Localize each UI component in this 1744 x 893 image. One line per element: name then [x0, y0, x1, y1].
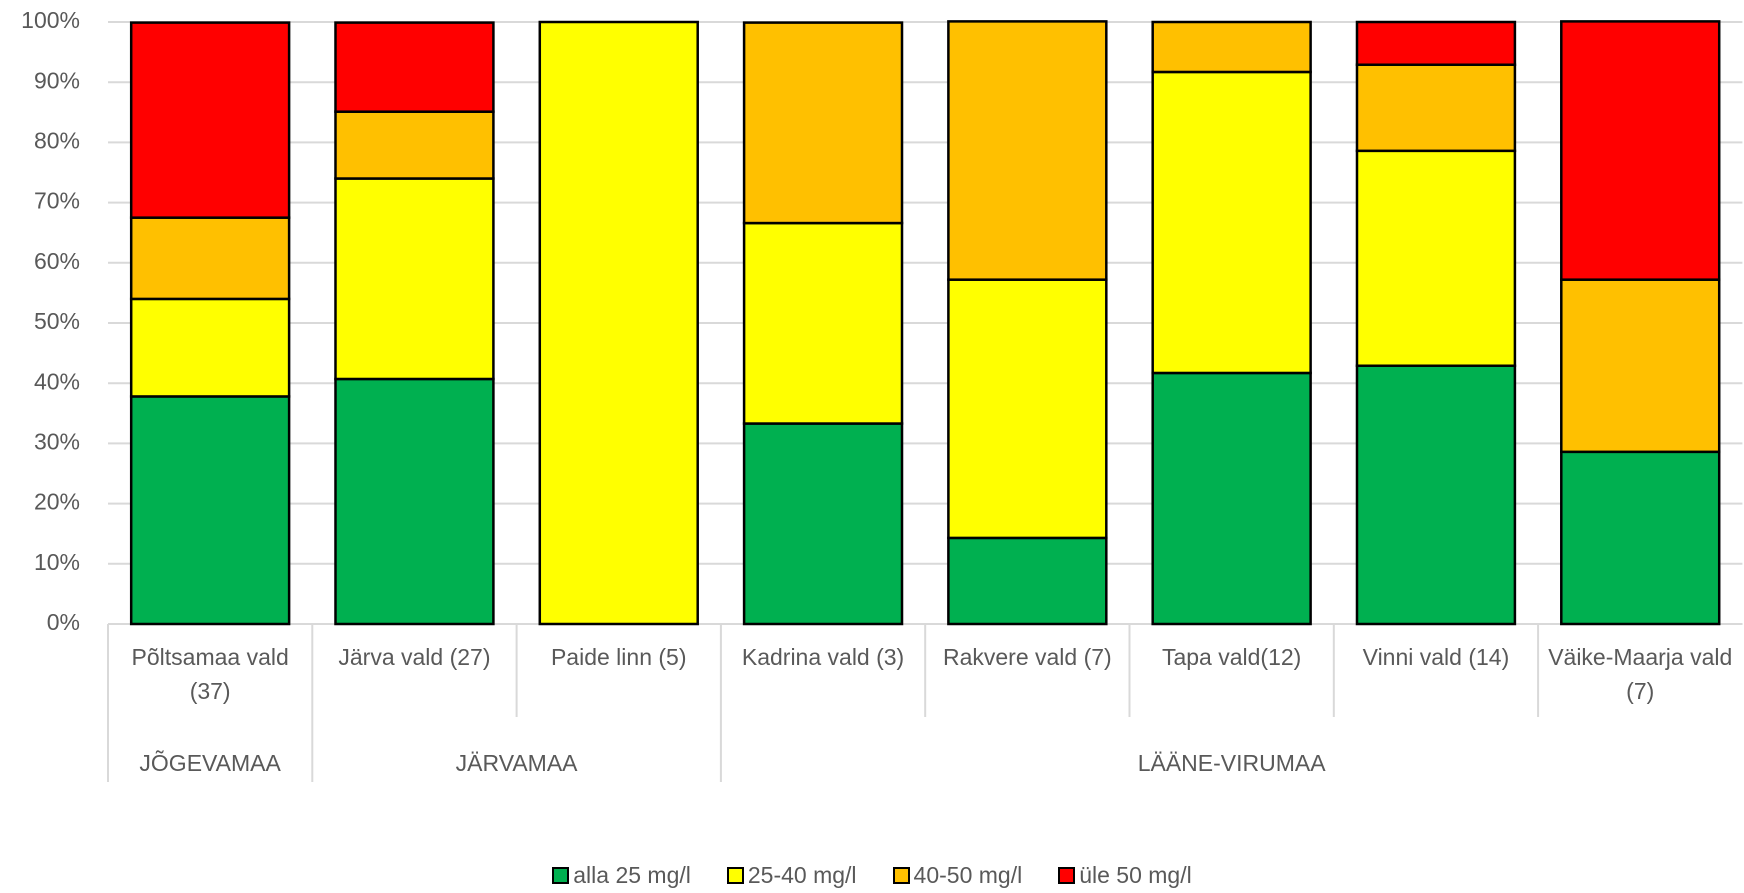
- bar-segment: [947, 536, 1108, 626]
- bar-segment: [1355, 364, 1517, 626]
- y-tick-label: 10%: [34, 549, 80, 575]
- legend-swatch: [892, 867, 910, 884]
- bar-segment: [1355, 63, 1517, 153]
- x-tick-label: Paide linn (5): [550, 644, 687, 670]
- legend-label: üle 50 mg/l: [1079, 862, 1192, 888]
- legend-swatch: [1058, 867, 1076, 884]
- bar-segment: [129, 216, 291, 301]
- legend-item: 40-50 mg/l: [892, 862, 1023, 889]
- bar-segment: [1355, 149, 1517, 367]
- legend-swatch: [552, 867, 570, 884]
- legend-label: 40-50 mg/l: [913, 862, 1023, 888]
- x-tick-label: Kadrina vald (3): [741, 644, 905, 670]
- bar-segment: [129, 395, 291, 626]
- legend-item: alla 25 mg/l: [552, 862, 691, 889]
- x-tick-label: Tapa vald(12): [1161, 644, 1302, 670]
- bar-segment: [129, 297, 291, 398]
- bar-segment: [1151, 20, 1312, 74]
- bar-segment: [334, 177, 495, 381]
- bar-segment: [1151, 70, 1312, 375]
- bar-segment: [1560, 20, 1721, 281]
- bar-segment: [538, 20, 699, 626]
- x-tick-label: Järva vald (27): [338, 644, 491, 670]
- bar-segment: [947, 278, 1108, 540]
- x-tick-label: Rakvere vald (7): [942, 644, 1112, 670]
- y-tick-label: 90%: [34, 67, 80, 93]
- bar-segment: [129, 21, 291, 219]
- bar-segment: [742, 221, 904, 425]
- bar-segment: [334, 21, 495, 113]
- legend-label: alla 25 mg/l: [573, 862, 691, 888]
- x-tick-label: Põltsamaa vald (37): [131, 644, 289, 704]
- y-tick-label: 0%: [47, 609, 80, 635]
- group-label: JÕGEVAMAA: [139, 750, 281, 776]
- y-tick-label: 70%: [34, 188, 80, 214]
- bar-segment: [1560, 278, 1721, 454]
- y-tick-label: 60%: [34, 248, 80, 274]
- y-tick-label: 100%: [21, 7, 80, 33]
- bar-segment: [947, 20, 1108, 281]
- y-tick-label: 50%: [34, 308, 80, 334]
- y-tick-label: 20%: [34, 489, 80, 515]
- bar-segment: [334, 110, 495, 180]
- y-tick-label: 80%: [34, 127, 80, 153]
- legend-swatch: [726, 867, 744, 884]
- bar-segment: [1560, 450, 1721, 626]
- legend-label: 25-40 mg/l: [747, 862, 857, 888]
- bar-segment: [1151, 371, 1312, 626]
- y-tick-label: 30%: [34, 428, 80, 454]
- bar-segment: [1355, 20, 1517, 66]
- bar-segment: [742, 422, 904, 626]
- bar-segment: [334, 377, 495, 626]
- legend-item: 25-40 mg/l: [726, 862, 857, 889]
- legend: alla 25 mg/l 25-40 mg/l 40-50 mg/l üle 50 m…: [0, 862, 1744, 889]
- bar-segment: [742, 21, 904, 225]
- x-tick-label: Väike-Maarja vald (7): [1548, 644, 1733, 704]
- x-tick-label: Vinni vald (14): [1362, 644, 1510, 670]
- group-label: JÄRVAMAA: [455, 750, 578, 776]
- group-label: LÄÄNE-VIRUMAA: [1137, 750, 1326, 776]
- y-tick-label: 40%: [34, 368, 80, 394]
- legend-item: üle 50 mg/l: [1058, 862, 1192, 889]
